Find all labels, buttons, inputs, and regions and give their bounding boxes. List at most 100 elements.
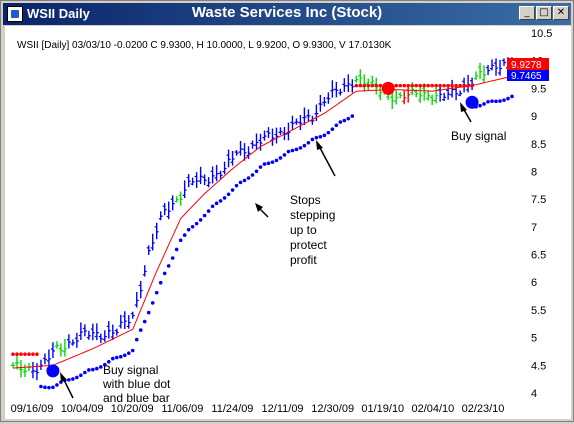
stop-dot-blue	[338, 120, 343, 124]
ohlc-bar	[194, 172, 199, 189]
stop-dot-blue	[214, 201, 219, 206]
stop-dot-red	[394, 83, 399, 88]
stop-dot-blue	[134, 337, 139, 342]
stop-dot-blue	[246, 176, 251, 180]
ohlc-bar	[62, 339, 67, 357]
ohlc-bar	[274, 127, 279, 144]
symbol-title: WSII Daily	[27, 6, 90, 21]
stop-dot-blue	[51, 385, 55, 390]
stop-dot-blue	[47, 385, 51, 390]
stop-dot-blue	[274, 158, 279, 163]
stop-dot-blue	[254, 169, 259, 174]
stop-dot-blue	[314, 135, 319, 140]
stop-dot-blue	[202, 213, 207, 218]
price-chart: WSII [Daily] 03/03/10 -0.0200 C 9.9300, …	[11, 28, 553, 415]
stop-dot-blue	[79, 373, 83, 378]
stop-dot-blue	[506, 96, 510, 101]
minimize-button[interactable]: _	[519, 6, 535, 20]
ohlc-bar	[254, 133, 259, 150]
ohlc-bar	[118, 314, 123, 329]
y-tick-label: 4	[531, 388, 537, 400]
ohlc-bar	[278, 127, 283, 135]
ohlc-bar	[358, 69, 363, 85]
ohlc-bar	[58, 343, 63, 357]
stop-dot-blue	[230, 188, 235, 192]
ohlc-bar	[470, 77, 475, 90]
stop-dot-blue	[342, 118, 347, 123]
stop-dot-blue	[111, 356, 115, 361]
ohlc-bar	[266, 127, 271, 139]
close-button[interactable]: ✕	[553, 6, 569, 20]
ohlc-bar	[126, 315, 131, 329]
stop-dot-red	[410, 83, 415, 88]
stop-dot-blue	[290, 148, 295, 153]
stop-switch-marker	[381, 81, 395, 95]
ohlc-bar	[326, 92, 331, 104]
x-tick-label: 02/23/10	[462, 403, 505, 415]
maximize-button[interactable]: □	[536, 6, 552, 20]
ohlc-bar	[146, 245, 151, 255]
stop-dot-red	[438, 83, 442, 88]
ohlc-bar	[482, 65, 487, 83]
ohlc-bar	[302, 107, 307, 126]
stop-dot-red	[15, 352, 19, 357]
ohlc-bar	[174, 196, 179, 203]
stop-dot-blue	[206, 209, 211, 213]
ohlc-bar	[74, 332, 79, 348]
y-axis: 10.5109.598.587.576.565.554.54	[531, 28, 552, 400]
stop-dot-blue	[250, 173, 255, 177]
stop-dot-red	[27, 352, 31, 357]
stop-dot-blue	[174, 247, 179, 252]
ohlc-bar	[22, 364, 27, 377]
ohlc-bar	[246, 146, 251, 159]
stop-dot-blue	[302, 143, 307, 148]
price-tag-lower-text: 9.7465	[511, 71, 542, 82]
stop-dot-red	[35, 352, 39, 357]
stop-dot-blue	[310, 137, 315, 142]
ohlc-bar	[334, 81, 339, 98]
y-tick-label: 6.5	[531, 250, 546, 262]
arrowhead-stops-1	[255, 203, 263, 212]
ohlc-bar	[290, 115, 295, 130]
stop-dot-blue	[486, 99, 490, 104]
app-icon[interactable]	[7, 6, 23, 22]
stop-dot-red	[354, 83, 359, 88]
stop-dot-blue	[114, 355, 119, 360]
ohlc-bar	[214, 164, 219, 182]
annotation-stops-line-1: Stops	[290, 193, 321, 207]
ohlc-bar	[162, 203, 167, 216]
ohlc-bar	[158, 211, 163, 221]
y-tick-label: 9	[531, 111, 537, 123]
stop-dot-blue	[142, 319, 147, 324]
stop-dot-blue	[118, 354, 123, 359]
stop-dot-blue	[270, 160, 275, 164]
stop-dot-blue	[282, 153, 287, 157]
stop-dot-blue	[126, 351, 131, 356]
stop-dot-blue	[278, 156, 283, 160]
stop-dot-blue	[322, 133, 327, 138]
ohlc-bar	[406, 84, 411, 103]
ohlc-bar	[190, 177, 195, 186]
title-bar[interactable]: WSII Daily Waste Services Inc (Stock) _ …	[3, 3, 571, 25]
stop-dot-blue	[494, 99, 498, 104]
ohlc-bar	[90, 323, 95, 341]
chart-area[interactable]: WSII [Daily] 03/03/10 -0.0200 C 9.9300, …	[5, 26, 571, 419]
stop-dot-red	[454, 83, 458, 88]
stop-dot-blue	[103, 362, 107, 367]
stop-dot-blue	[298, 146, 303, 150]
stop-dot-blue	[91, 367, 95, 372]
ohlc-bar	[306, 109, 311, 122]
stop-dot-red	[418, 83, 422, 88]
stop-dot-blue	[107, 360, 111, 364]
stop-dot-blue	[138, 328, 143, 332]
stop-dot-red	[398, 83, 403, 88]
stop-dot-blue	[95, 366, 99, 371]
x-axis: 09/16/09 10/04/09 10/20/09 11/06/09 11/24/09…	[11, 403, 505, 415]
annotation-buy-signal-1-line-2: with blue dot	[102, 377, 171, 391]
x-tick-label: 02/04/10	[411, 403, 454, 415]
ohlc-bar	[346, 74, 351, 93]
stop-dot-blue	[146, 310, 151, 315]
stop-dot-red	[362, 83, 367, 88]
ohlc-bar	[46, 349, 51, 367]
